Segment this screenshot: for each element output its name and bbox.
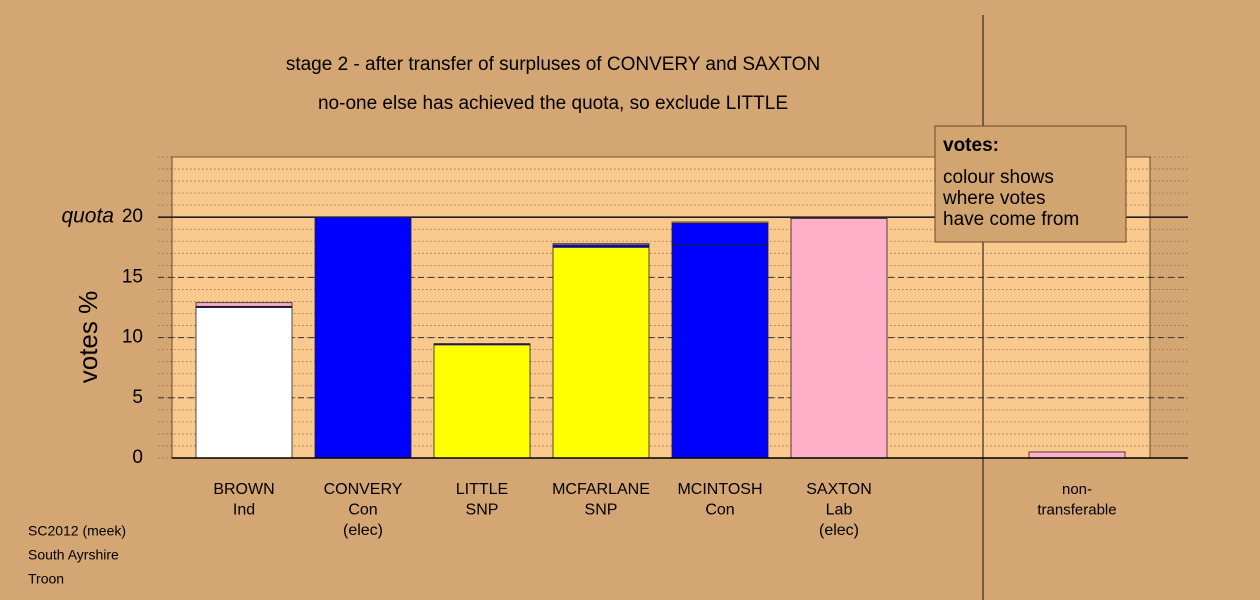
y-tick-label: 15 — [122, 266, 143, 287]
x-tick-label: Con — [348, 502, 377, 519]
note-box: votes: colour shows where votes have com… — [934, 125, 1127, 243]
x-tick-label: transferable — [1037, 501, 1116, 518]
note-frame — [934, 125, 1127, 243]
bar-segment — [433, 344, 531, 459]
x-tick-label: LITTLE — [456, 481, 508, 498]
y-tick-label: 5 — [132, 387, 143, 408]
note-line: colour shows — [943, 167, 1054, 188]
footer-line: SC2012 (meek) — [28, 523, 126, 539]
x-tick-label: BROWN — [213, 481, 274, 498]
bar-segment — [671, 244, 769, 459]
bar-segment — [790, 218, 888, 459]
bar-segment — [195, 307, 293, 459]
note-title: votes: — [943, 135, 999, 156]
footer-line: Troon — [28, 571, 64, 587]
bar-segment — [195, 302, 293, 307]
x-tick-label: MCINTOSH — [677, 481, 762, 498]
y-tick-label: 10 — [122, 327, 143, 348]
x-tick-label: Con — [705, 502, 734, 519]
x-tick-label: SNP — [585, 502, 618, 519]
x-tick-label: (elec) — [343, 522, 383, 539]
bar-segment — [552, 243, 650, 246]
x-tick-label: (elec) — [819, 522, 859, 539]
note-line: have come from — [943, 209, 1079, 230]
y-tick-label: 20 — [122, 206, 143, 227]
note-line: where votes — [942, 188, 1045, 209]
y-tick-label: 0 — [132, 447, 143, 468]
x-tick-label: SAXTON — [806, 481, 872, 498]
x-tick-label: MCFARLANE — [552, 481, 650, 498]
x-tick-label: Lab — [826, 502, 853, 519]
bar-segment — [671, 222, 769, 246]
bar-segment — [314, 216, 412, 459]
bars — [195, 216, 1126, 459]
bar-segment — [552, 246, 650, 459]
chart-subtitle: no-one else has achieved the quota, so e… — [318, 93, 788, 114]
x-tick-label: Ind — [233, 502, 255, 519]
bar-segment — [433, 343, 531, 346]
x-tick-label: SNP — [466, 502, 499, 519]
bar-segment — [671, 221, 769, 224]
x-tick-label: CONVERY — [324, 481, 403, 498]
x-tick-label: non- — [1062, 481, 1092, 498]
y-axis-label: votes % — [73, 291, 103, 384]
quota-label: quota — [61, 205, 114, 228]
footer-line: South Ayrshire — [28, 547, 119, 563]
bar-segment — [1028, 451, 1126, 459]
chart-title: stage 2 - after transfer of surpluses of… — [286, 54, 820, 75]
